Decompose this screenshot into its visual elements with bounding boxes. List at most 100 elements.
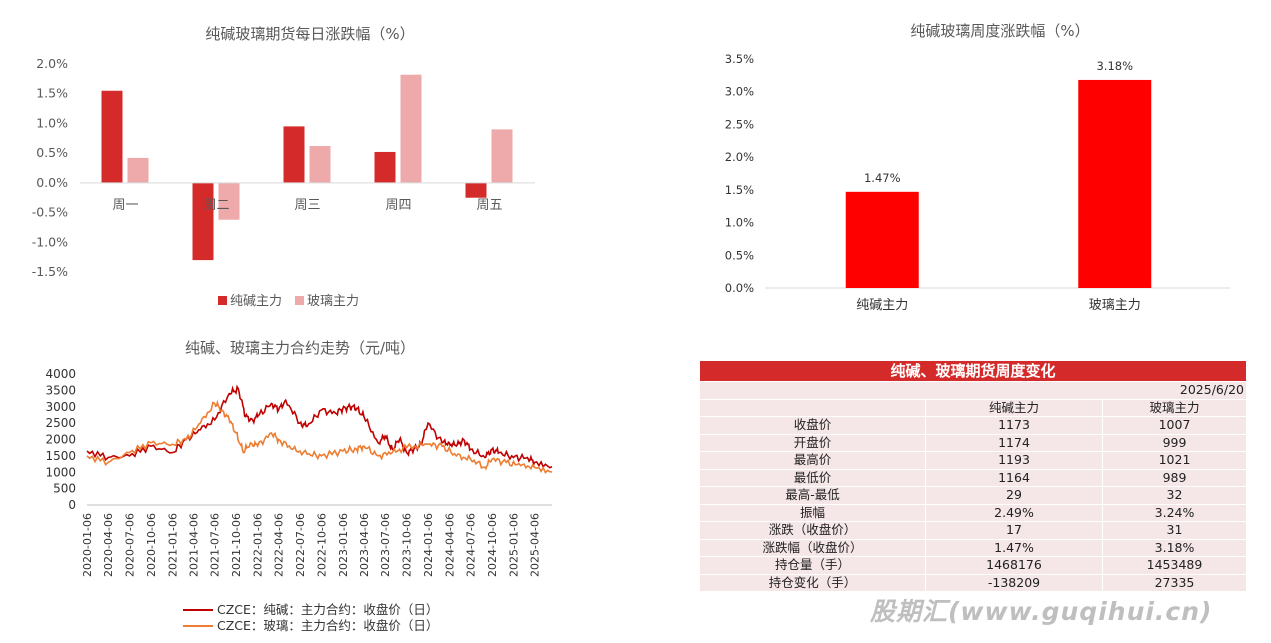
legend-swatch (295, 296, 304, 305)
y-tick-label: 2000 (45, 433, 76, 447)
table-row: 持仓量（手） 1468176 1453489 (700, 556, 1247, 575)
y-tick-label: 1000 (45, 465, 76, 479)
series-line (86, 399, 553, 474)
table-cell: 1174 (925, 434, 1103, 452)
table-cell: 涨跌（收盘价） (700, 521, 926, 540)
bar (845, 191, 919, 288)
table-cell: -138209 (925, 574, 1103, 592)
table-row: 振幅 2.49% 3.24% (700, 504, 1247, 522)
bar (283, 126, 305, 183)
x-tick-label: 周一 (112, 198, 138, 213)
bar (309, 146, 331, 183)
bar (400, 74, 422, 183)
y-tick-label: 0.0% (36, 175, 68, 190)
table-cell: 999 (1102, 434, 1247, 452)
table-row: 涨跌（收盘价） 17 31 (700, 521, 1247, 540)
y-tick-label: -1.5% (32, 264, 68, 279)
price-trend-chart: 4000 3500 3000 2500 2000 1500 1000 500 0 2020-01-… (45, 367, 553, 633)
legend-label: 玻璃主力 (307, 294, 359, 309)
x-tick-label: 2024-10-06 (486, 513, 499, 577)
x-tick-label: 2022-04-06 (273, 513, 286, 577)
bar (1078, 79, 1152, 289)
table-cell: 17 (925, 521, 1103, 540)
x-tick-label: 2023-07-06 (379, 513, 392, 577)
legend-swatch (218, 296, 227, 305)
bar (192, 182, 214, 261)
table-cell: 持仓量（手） (700, 556, 926, 575)
daily-chart-title: 纯碱玻璃期货每日涨跌幅（%） (205, 25, 415, 43)
watermark: 股期汇(www.guqihui.cn) (870, 597, 1213, 626)
data-label: 1.47% (864, 171, 901, 185)
y-tick-label: 0.5% (36, 145, 68, 160)
table-row: 最高价 1193 1021 (700, 451, 1247, 470)
table-cell: 3.24% (1102, 504, 1247, 522)
table-row: 最高-最低 29 32 (700, 486, 1247, 505)
bar (127, 157, 149, 183)
weekly-chart-title: 纯碱玻璃周度涨跌幅（%） (910, 22, 1090, 40)
x-tick-label: 2021-01-06 (166, 513, 179, 577)
daily-change-chart: 2.0% 1.5% 1.0% 0.5% 0.0% -0.5% -1.0% -1.5% 周一 周二 周… (32, 56, 535, 309)
y-tick-label: 1.5% (725, 183, 754, 197)
table-cell: 1173 (925, 416, 1103, 435)
y-tick-label: -0.5% (32, 205, 68, 220)
table-cell: 1.47% (925, 539, 1103, 557)
table-row: 开盘价 1174 999 (700, 434, 1247, 452)
table-cell: 1021 (1102, 451, 1247, 470)
table-row: 持仓变化（手） -138209 27335 (700, 574, 1247, 592)
x-tick-label: 2020-01-06 (81, 513, 94, 577)
x-tick-label: 2021-10-06 (230, 513, 243, 577)
x-tick-label: 2022-07-06 (294, 513, 307, 577)
trend-chart-title: 纯碱、玻璃主力合约走势（元/吨） (184, 339, 416, 357)
x-tick-label: 2020-04-06 (102, 513, 115, 577)
x-tick-label: 2022-10-06 (315, 513, 328, 577)
x-tick-label: 玻璃主力 (1089, 298, 1141, 313)
bar (374, 151, 396, 183)
table-cell: 振幅 (700, 504, 926, 522)
table-cell: 27335 (1102, 574, 1247, 592)
bar (218, 182, 240, 220)
x-tick-label: 2024-04-06 (443, 513, 456, 577)
table-cell: 29 (925, 486, 1103, 505)
y-tick-label: 2.0% (725, 150, 754, 164)
y-tick-label: -1.0% (32, 234, 68, 249)
x-tick-label: 2023-01-06 (337, 513, 350, 577)
table-cell: 2.49% (925, 504, 1103, 522)
y-tick-label: 1.0% (725, 216, 754, 230)
weekly-change-chart: 3.5% 3.0% 2.5% 2.0% 1.5% 1.0% 0.5% 0.0% 1.47% 纯碱主… (725, 52, 1230, 313)
table-header-cell: 玻璃主力 (1102, 399, 1247, 417)
table-row: 最低价 1164 989 (700, 469, 1247, 487)
x-tick-label: 2025-01-06 (507, 513, 520, 577)
table-cell: 涨跌幅（收盘价） (700, 539, 926, 557)
y-tick-label: 1.0% (36, 115, 68, 130)
y-tick-label: 2.0% (36, 56, 68, 71)
table-date: 2025/6/20 (700, 381, 1247, 400)
x-tick-label: 2020-07-06 (123, 513, 136, 577)
x-tick-label: 2022-01-06 (252, 513, 265, 577)
series-line (86, 384, 553, 469)
y-tick-label: 4000 (45, 367, 76, 381)
table-cell: 持仓变化（手） (700, 574, 926, 592)
y-tick-label: 3.0% (725, 85, 754, 99)
table-title: 纯碱、玻璃期货周度变化 (700, 361, 1247, 382)
table-cell: 1164 (925, 469, 1103, 487)
table-cell: 收盘价 (700, 416, 926, 435)
table-cell: 1193 (925, 451, 1103, 470)
legend-label: 纯碱主力 (230, 294, 282, 309)
x-tick-label: 周二 (203, 198, 229, 213)
y-tick-label: 3.5% (725, 52, 754, 66)
legend-label: CZCE：纯碱：主力合约：收盘价（日） (217, 602, 438, 617)
y-tick-label: 1.5% (36, 86, 68, 101)
table-cell: 1007 (1102, 416, 1247, 435)
table-cell: 最低价 (700, 469, 926, 487)
y-tick-label: 0 (68, 498, 76, 512)
table-row: 收盘价 1173 1007 (700, 416, 1247, 435)
table-cell: 最高-最低 (700, 486, 926, 505)
table-cell: 最高价 (700, 451, 926, 470)
y-tick-label: 500 (53, 482, 76, 496)
data-label: 3.18% (1096, 59, 1133, 73)
x-tick-label: 2023-10-06 (401, 513, 414, 577)
table-cell: 31 (1102, 521, 1247, 540)
bar (491, 129, 513, 183)
y-tick-label: 2.5% (725, 117, 754, 131)
x-tick-label: 2024-01-06 (422, 513, 435, 577)
